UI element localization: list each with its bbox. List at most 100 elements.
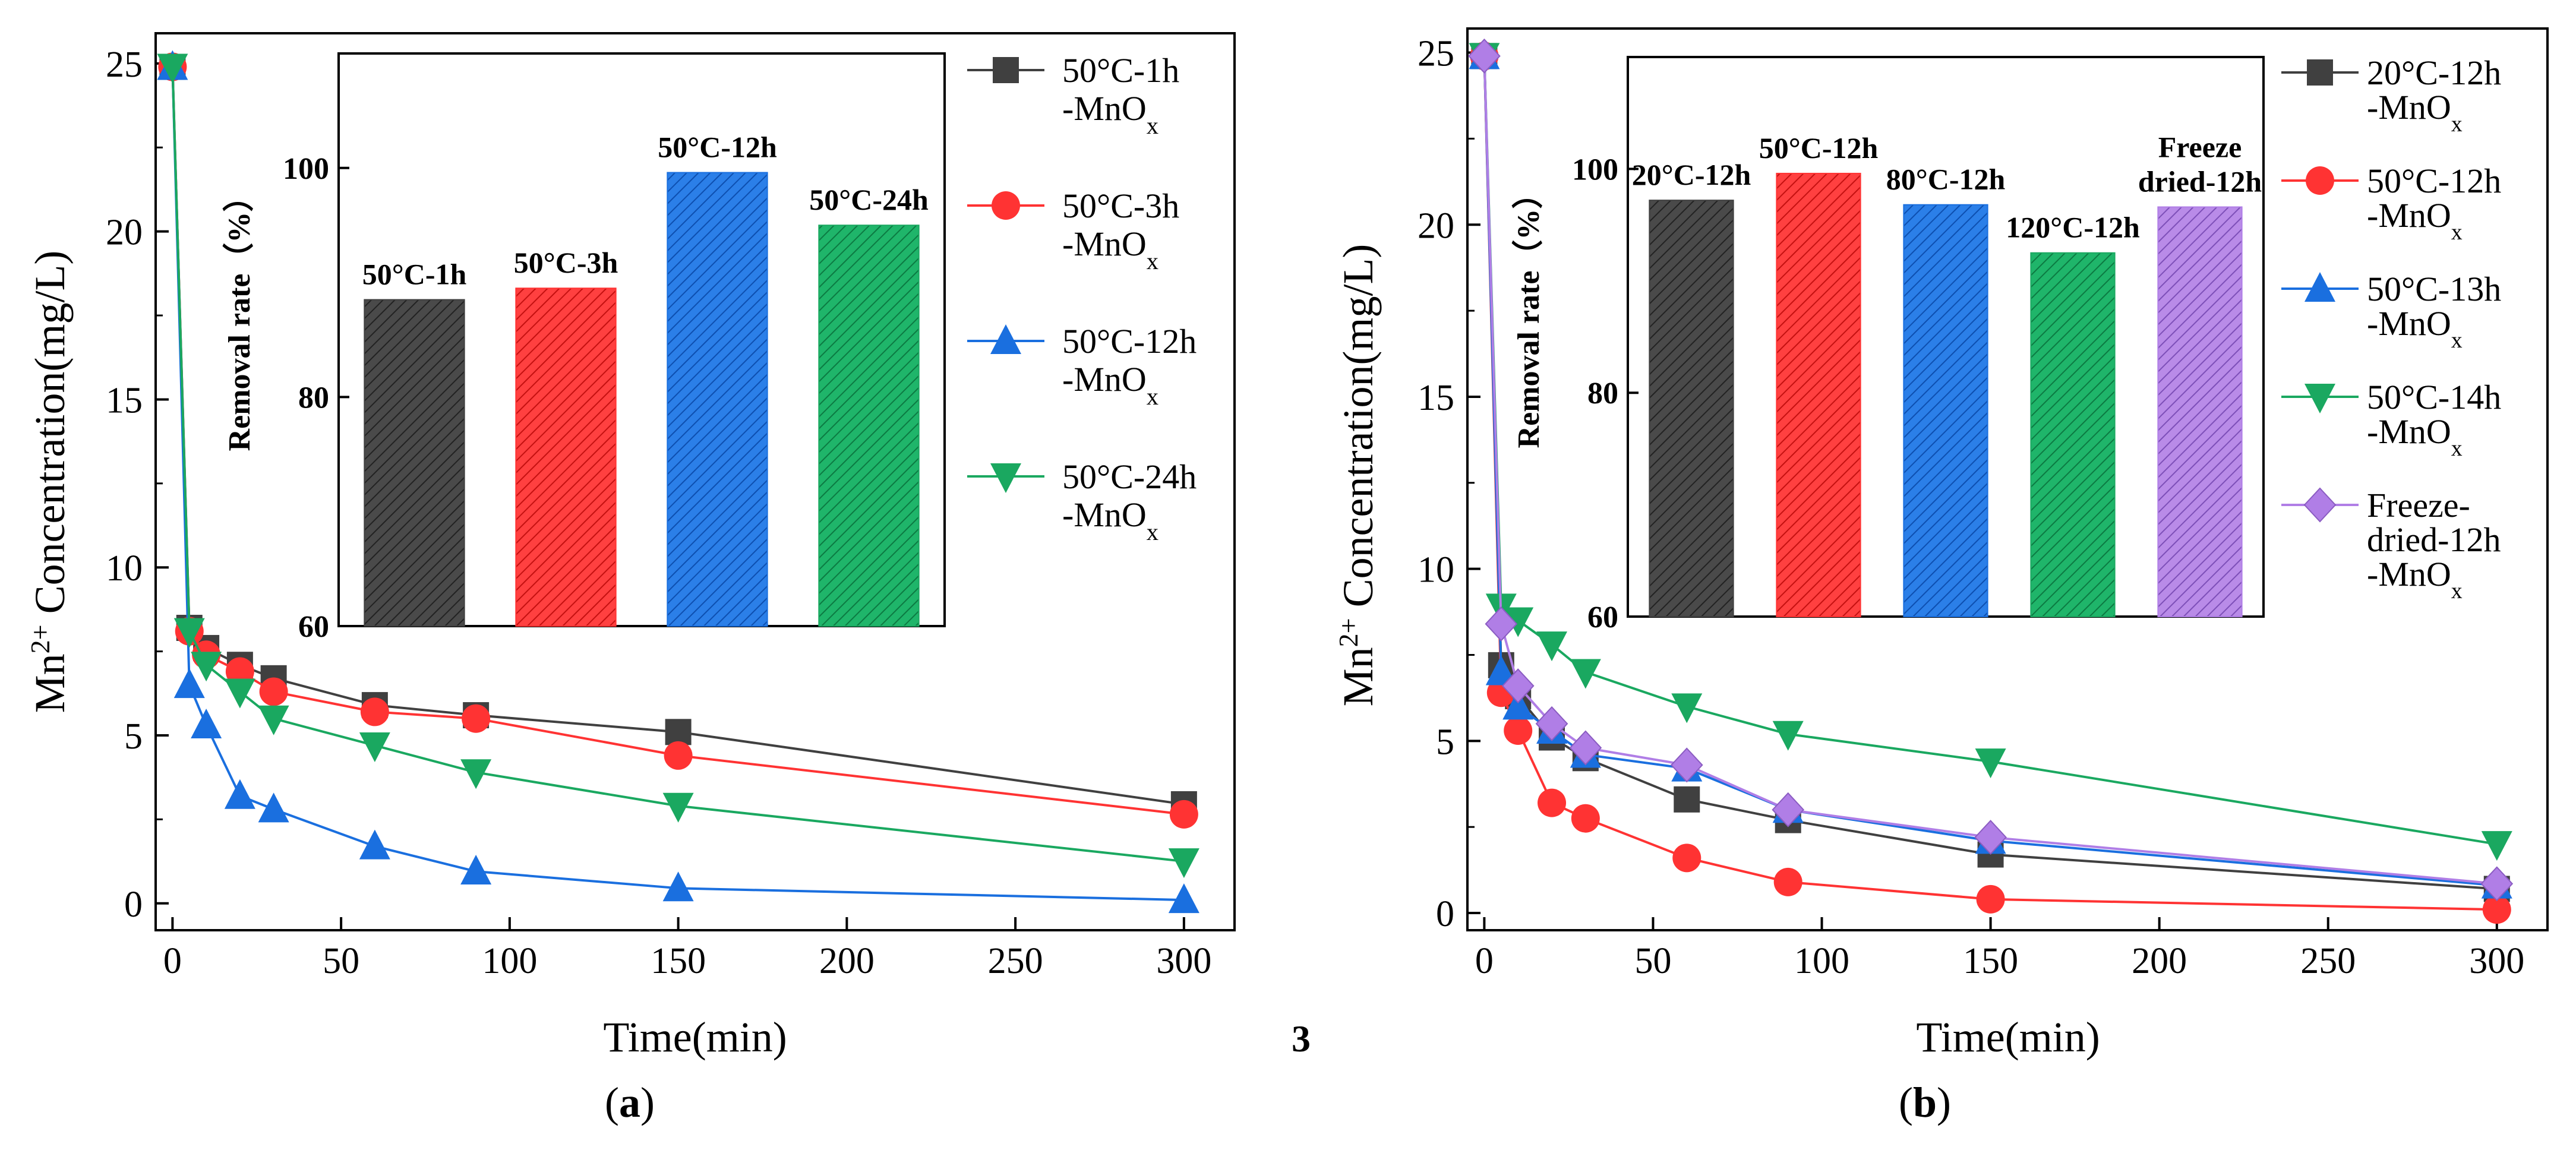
- data-point: [1468, 38, 1501, 74]
- x-tick-label: 50: [1634, 941, 1671, 981]
- legend-marker: [990, 324, 1021, 354]
- legend-label: dried-12h: [2367, 520, 2501, 559]
- y-tick-label: 25: [1418, 34, 1454, 74]
- data-point: [1168, 848, 1199, 879]
- inset-bar: [1649, 200, 1734, 618]
- x-tick-label: 50: [323, 941, 359, 981]
- legend-label: 50°C-1h: [1062, 51, 1179, 90]
- legend-label-sub: x: [2451, 220, 2463, 245]
- y-tick-label: 20: [1418, 206, 1454, 246]
- inset-y-tick-label: 60: [298, 610, 329, 644]
- y-axis-title-rest: Concentration(mg/L): [26, 251, 74, 625]
- data-point: [2481, 831, 2512, 861]
- data-point: [1485, 606, 1518, 642]
- panel-caption: (b): [1899, 1079, 1951, 1126]
- data-point: [662, 871, 694, 902]
- x-tick-label: 200: [2132, 941, 2187, 981]
- x-axis-title: Time(min): [603, 1013, 787, 1061]
- legend-label-sub: x: [1147, 519, 1158, 545]
- data-point: [1485, 655, 1517, 685]
- data-point: [664, 741, 693, 770]
- data-point: [224, 678, 255, 709]
- y-tick-label: 20: [106, 213, 143, 253]
- inset-bar-label: 80°C-12h: [1886, 163, 2006, 196]
- inset-y-axis-title: Removal rate（%）: [222, 181, 257, 451]
- data-point: [1536, 631, 1568, 662]
- x-tick-label: 300: [2469, 941, 2524, 981]
- data-point: [1975, 748, 2006, 779]
- y-tick-label: 5: [1436, 722, 1454, 762]
- x-tick-label: 150: [1963, 941, 2018, 981]
- y-tick-label: 10: [106, 548, 143, 589]
- panel-caption: (a): [605, 1079, 655, 1126]
- legend-label-sub: x: [2451, 579, 2463, 604]
- y-axis-title-rest: Concentration(mg/L): [1334, 244, 1382, 618]
- data-point: [1772, 721, 1804, 751]
- legend-label-sub: x: [2451, 328, 2463, 353]
- legend-label-text: -MnO: [1062, 360, 1147, 399]
- data-point: [191, 652, 222, 682]
- panel-caption-letter: a: [619, 1079, 640, 1126]
- y-axis-title: Mn2+ Concentration(mg/L): [25, 251, 74, 713]
- legend-label-line2: -MnOx: [2367, 555, 2463, 604]
- legend-label-sub: x: [1147, 383, 1158, 410]
- inset-bar: [515, 288, 617, 627]
- y-tick-label: 15: [106, 380, 143, 421]
- series-3: [157, 53, 1199, 879]
- inset-bar: [1776, 172, 1861, 618]
- data-point: [1674, 786, 1700, 813]
- data-point: [1502, 690, 1534, 720]
- legend-marker: [2303, 487, 2337, 523]
- y-tick-label: 15: [1418, 378, 1454, 418]
- inset-bar-chart: 60 80 100 Removal rate（%） 50°C-1h 50°C-3h 50°C…: [222, 52, 946, 644]
- data-point: [191, 709, 222, 739]
- legend-label: 20°C-12h: [2367, 53, 2501, 92]
- data-point: [1538, 788, 1567, 817]
- legend-label-text: -MnO: [2367, 88, 2451, 127]
- legend-label: 50°C-24h: [1062, 457, 1197, 496]
- data-point: [1168, 883, 1199, 914]
- legend-label: 50°C-13h: [2367, 270, 2501, 308]
- data-point: [665, 719, 692, 745]
- data-point: [258, 792, 289, 823]
- legend-label-line2: -MnOx: [2367, 196, 2463, 245]
- data-point: [359, 829, 390, 860]
- data-point: [173, 668, 205, 699]
- inset-bar-label: 50°C-12h: [1759, 131, 1879, 165]
- data-point: [662, 792, 694, 823]
- data-point: [1504, 716, 1533, 745]
- panel-b: 0 50 100 150 200 250 3000510152025Time(min)Mn2…: [1333, 27, 2549, 1126]
- x-tick-label: 0: [163, 941, 182, 981]
- inset-bar-label: Freeze: [2158, 130, 2242, 163]
- data-point: [258, 705, 289, 735]
- legend-marker: [2304, 272, 2335, 302]
- y-axis-title: Mn2+ Concentration(mg/L): [1333, 244, 1382, 707]
- legend-marker: [990, 463, 1021, 493]
- data-point: [1569, 730, 1602, 766]
- data-point: [460, 855, 492, 885]
- inset-bar: [667, 172, 768, 627]
- data-point: [1670, 747, 1703, 783]
- legend-marker: [2304, 384, 2335, 413]
- legend-label: 50°C-14h: [2367, 378, 2501, 416]
- legend-label-sub: x: [2451, 112, 2463, 137]
- series-4: [1468, 38, 2514, 902]
- data-point: [157, 53, 188, 84]
- inset-bar: [364, 299, 465, 627]
- plot-frame: [1466, 27, 2549, 931]
- y-tick-label: 0: [1436, 894, 1454, 934]
- legend-marker: [992, 191, 1020, 220]
- legend-label: 50°C-3h: [1062, 187, 1179, 225]
- data-point: [462, 704, 491, 733]
- data-point: [1169, 800, 1198, 829]
- data-point: [224, 779, 255, 809]
- legend-label-sub: x: [1147, 112, 1158, 139]
- legend-marker: [2306, 166, 2334, 195]
- data-point: [173, 618, 205, 648]
- legend: 50°C-1h-MnOx50°C-3h-MnOx50°C-12h-MnOx50°…: [967, 51, 1197, 545]
- data-point: [359, 732, 390, 762]
- inset-bar-label: 50°C-1h: [362, 258, 467, 291]
- y-axis-title-sup: 2+: [25, 624, 55, 653]
- panel-caption-open: (: [1899, 1079, 1913, 1126]
- legend-label: 50°C-12h: [2367, 162, 2501, 200]
